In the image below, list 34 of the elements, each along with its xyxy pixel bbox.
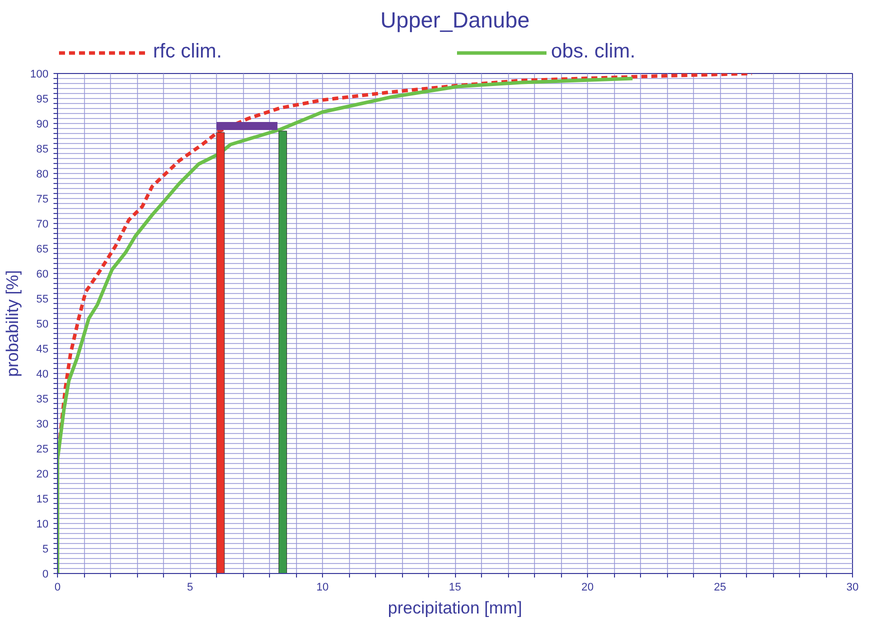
- y-tick-label: 50: [36, 318, 49, 330]
- y-tick-label: 55: [36, 294, 49, 306]
- x-tick-label: 5: [186, 582, 194, 594]
- y-tick-label: 30: [36, 418, 49, 430]
- y-tick-label: 0: [42, 568, 49, 580]
- x-tick-label: 10: [316, 582, 329, 594]
- x-tick-label: 30: [846, 582, 859, 594]
- chart-title: Upper_Danube: [380, 8, 530, 32]
- x-tick-label: 15: [448, 582, 462, 594]
- y-tick-label: 15: [36, 494, 49, 506]
- y-axis-title: probability [%]: [3, 270, 22, 377]
- line-series: [58, 76, 634, 574]
- x-tick-label: 25: [714, 582, 726, 594]
- y-tick-label: 10: [36, 518, 49, 530]
- y-tick-label: 95: [36, 94, 49, 106]
- y-tick-label: 80: [36, 168, 49, 180]
- y-tick-label: 25: [36, 444, 49, 456]
- x-tick-label: 20: [581, 582, 594, 594]
- y-tick-label: 75: [36, 194, 49, 206]
- y-tick-label: 5: [42, 544, 49, 556]
- y-tick-label: 40: [36, 368, 49, 380]
- y-tick-label: 35: [36, 394, 49, 406]
- y-tick-label: 20: [36, 468, 49, 480]
- y-tick-label: 100: [30, 68, 49, 80]
- legend-label: rfc clim.: [153, 40, 223, 64]
- y-tick-label: 90: [36, 118, 49, 130]
- y-tick-label: 85: [36, 144, 49, 156]
- y-tick-label: 60: [36, 268, 49, 280]
- y-tick-label: 65: [36, 244, 49, 256]
- y-tick-label: 45: [36, 344, 49, 356]
- legend-label: obs. clim.: [551, 40, 636, 64]
- x-tick-label: 0: [54, 582, 61, 594]
- y-tick-label: 70: [36, 218, 49, 230]
- x-axis-title: precipitation [mm]: [388, 598, 522, 618]
